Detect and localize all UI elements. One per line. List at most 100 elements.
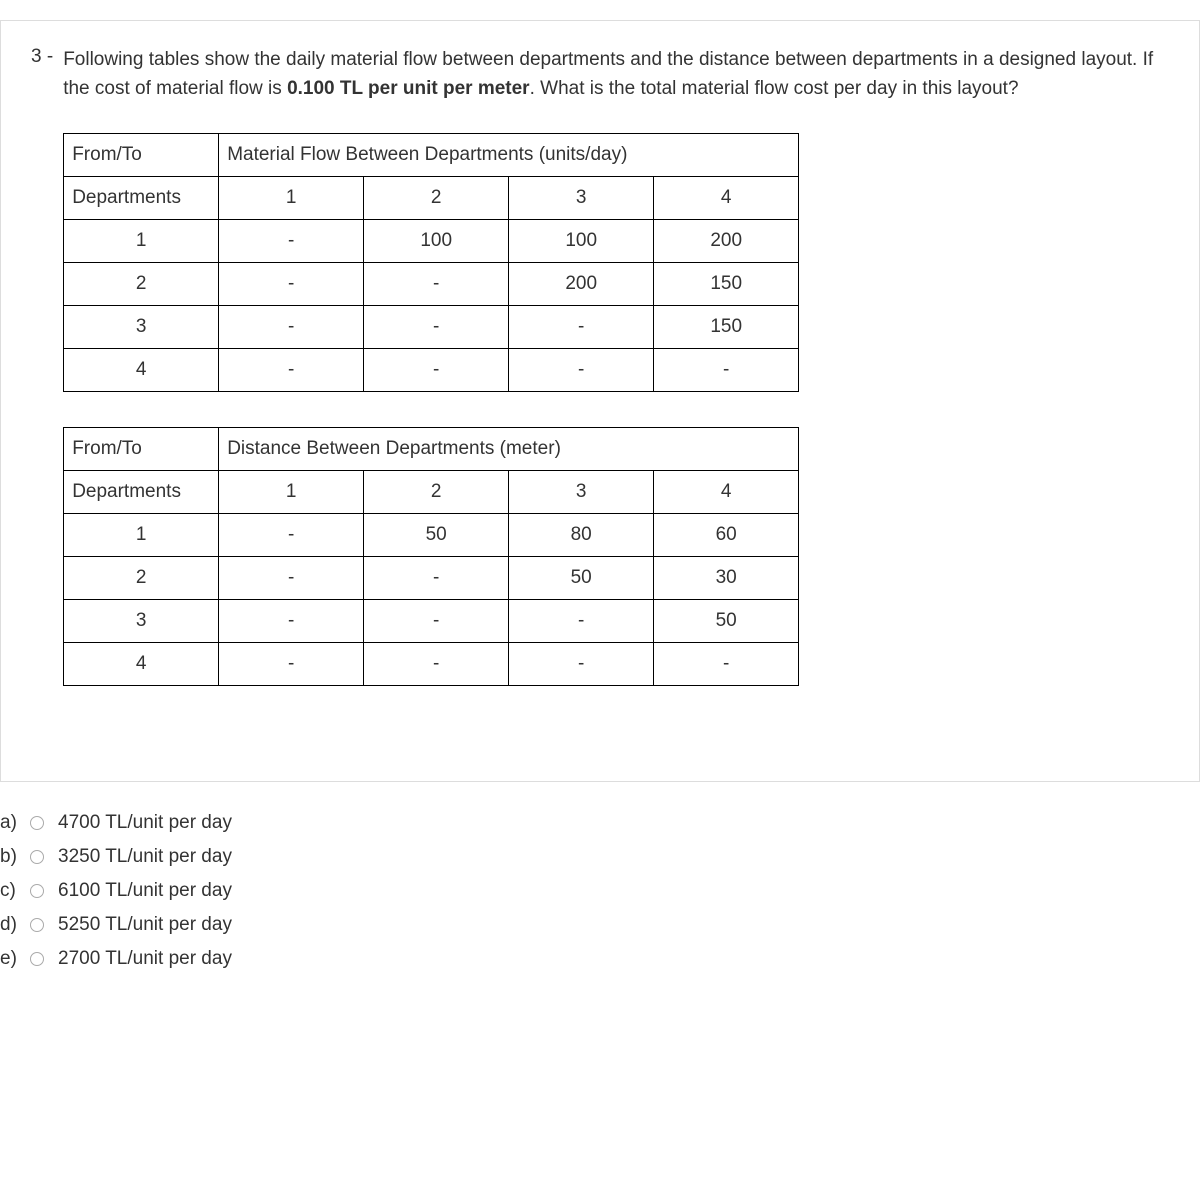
table-cell: - — [364, 557, 509, 600]
table-cell: - — [219, 643, 364, 686]
table-col-header: 3 — [509, 177, 654, 220]
option-text: 5250 TL/unit per day — [58, 914, 232, 936]
table-cell: 100 — [509, 220, 654, 263]
table-cell: - — [219, 600, 364, 643]
table-row-label: 1 — [64, 514, 219, 557]
table-cell: - — [219, 514, 364, 557]
table-cell: - — [364, 349, 509, 392]
table-row-label: 2 — [64, 263, 219, 306]
question-text: Following tables show the daily material… — [63, 46, 1169, 103]
table-row: 3 - - - 50 — [64, 600, 799, 643]
table-row: Departments 1 2 3 4 — [64, 177, 799, 220]
table-cell: 50 — [509, 557, 654, 600]
answer-options: a) 4700 TL/unit per day b) 3250 TL/unit … — [0, 812, 1200, 970]
table-cell: - — [364, 306, 509, 349]
question-text-bold: 0.100 TL per unit per meter — [287, 78, 530, 99]
header-bold: meter — [506, 438, 555, 459]
header-bold: units/day — [545, 144, 621, 165]
option-text: 6100 TL/unit per day — [58, 880, 232, 902]
table-row: 4 - - - - — [64, 643, 799, 686]
radio-icon[interactable] — [30, 884, 44, 898]
question-wrapper: 3 - Following tables show the daily mate… — [31, 46, 1169, 721]
header-post: ) — [555, 438, 561, 459]
radio-icon[interactable] — [30, 850, 44, 864]
table-cell: - — [219, 306, 364, 349]
table-row: 3 - - - 150 — [64, 306, 799, 349]
header-pre: Material Flow Between Departments ( — [227, 144, 545, 165]
table-header-right: Distance Between Departments (meter) — [219, 428, 799, 471]
table-cell: - — [219, 263, 364, 306]
table-cell: - — [219, 349, 364, 392]
question-body: Following tables show the daily material… — [63, 46, 1169, 721]
table-row-label: 3 — [64, 600, 219, 643]
table-col-header: 3 — [509, 471, 654, 514]
option-letter: d) — [0, 914, 22, 936]
table-cell: 30 — [654, 557, 799, 600]
table-row-label: 4 — [64, 349, 219, 392]
table-cell: 150 — [654, 306, 799, 349]
radio-icon[interactable] — [30, 952, 44, 966]
table-col-header: 4 — [654, 177, 799, 220]
option-a[interactable]: a) 4700 TL/unit per day — [0, 812, 1200, 834]
table-row: 2 - - 200 150 — [64, 263, 799, 306]
option-text: 2700 TL/unit per day — [58, 948, 232, 970]
table-cell: 60 — [654, 514, 799, 557]
table-col-header: 1 — [219, 471, 364, 514]
table-col-header: 2 — [364, 177, 509, 220]
table-header-left: From/To — [64, 428, 219, 471]
option-text: 3250 TL/unit per day — [58, 846, 232, 868]
table-header-left: From/To — [64, 134, 219, 177]
option-text: 4700 TL/unit per day — [58, 812, 232, 834]
table-cell: 80 — [509, 514, 654, 557]
table-row: 4 - - - - — [64, 349, 799, 392]
option-letter: b) — [0, 846, 22, 868]
question-text-part2: . What is the total material flow cost p… — [530, 78, 1019, 99]
header-post: ) — [621, 144, 627, 165]
table-header-right: Material Flow Between Departments (units… — [219, 134, 799, 177]
table-cell: 150 — [654, 263, 799, 306]
table-row: 1 - 100 100 200 — [64, 220, 799, 263]
table-row-label: 4 — [64, 643, 219, 686]
table-cell: - — [364, 600, 509, 643]
table-row: 1 - 50 80 60 — [64, 514, 799, 557]
header-pre: Distance Between Departments ( — [227, 438, 506, 459]
material-flow-table: From/To Material Flow Between Department… — [63, 133, 799, 392]
table-cell: - — [654, 349, 799, 392]
option-letter: a) — [0, 812, 22, 834]
option-letter: e) — [0, 948, 22, 970]
option-d[interactable]: d) 5250 TL/unit per day — [0, 914, 1200, 936]
distance-table: From/To Distance Between Departments (me… — [63, 427, 799, 686]
table-cell: 200 — [654, 220, 799, 263]
table-row-label: 2 — [64, 557, 219, 600]
table-cell: - — [364, 263, 509, 306]
question-container: 3 - Following tables show the daily mate… — [0, 20, 1200, 782]
table-col-header: 1 — [219, 177, 364, 220]
table-cell: - — [509, 643, 654, 686]
option-letter: c) — [0, 880, 22, 902]
table-cell: - — [364, 643, 509, 686]
table-cell: - — [219, 220, 364, 263]
option-e[interactable]: e) 2700 TL/unit per day — [0, 948, 1200, 970]
option-c[interactable]: c) 6100 TL/unit per day — [0, 880, 1200, 902]
question-number: 3 - — [31, 46, 53, 68]
radio-icon[interactable] — [30, 816, 44, 830]
table-cell: 50 — [364, 514, 509, 557]
table-cell: - — [509, 600, 654, 643]
table-row: 2 - - 50 30 — [64, 557, 799, 600]
radio-icon[interactable] — [30, 918, 44, 932]
option-b[interactable]: b) 3250 TL/unit per day — [0, 846, 1200, 868]
table-subheader: Departments — [64, 177, 219, 220]
table-row: From/To Material Flow Between Department… — [64, 134, 799, 177]
table-row-label: 1 — [64, 220, 219, 263]
table-cell: - — [509, 349, 654, 392]
table-cell: - — [509, 306, 654, 349]
table-col-header: 2 — [364, 471, 509, 514]
table-cell: 100 — [364, 220, 509, 263]
table-cell: 200 — [509, 263, 654, 306]
table-col-header: 4 — [654, 471, 799, 514]
table-row: From/To Distance Between Departments (me… — [64, 428, 799, 471]
table-row: Departments 1 2 3 4 — [64, 471, 799, 514]
table-cell: 50 — [654, 600, 799, 643]
table-cell: - — [654, 643, 799, 686]
table-row-label: 3 — [64, 306, 219, 349]
